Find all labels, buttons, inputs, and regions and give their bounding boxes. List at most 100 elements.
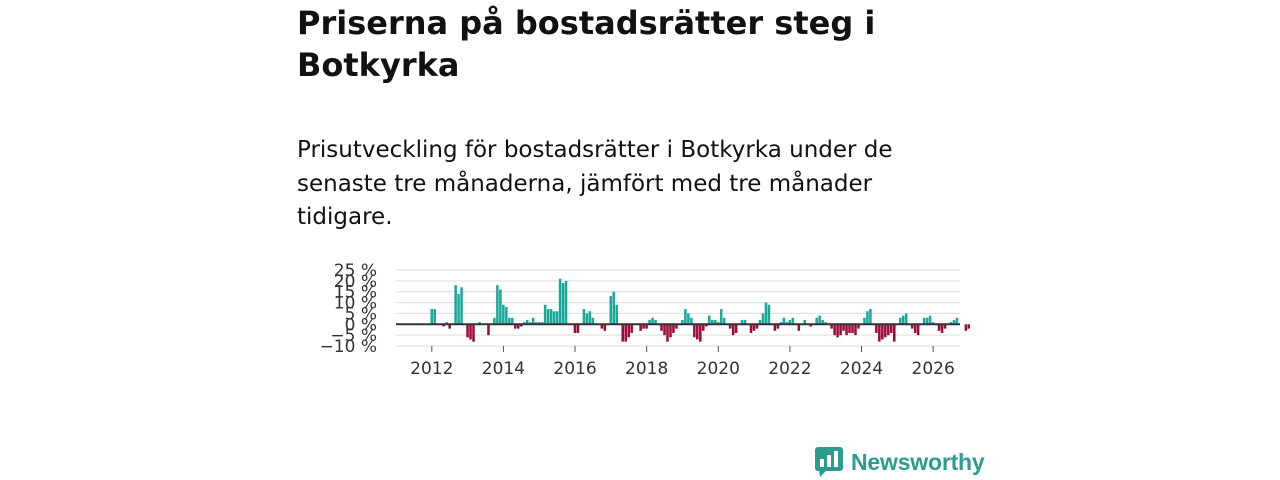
bar [457, 293, 460, 325]
bar [690, 317, 693, 325]
page-title: Priserna på bostadsrätter steg i Botkyrk… [297, 4, 876, 84]
bar [466, 324, 469, 338]
bar [591, 317, 595, 325]
bar [869, 309, 872, 325]
bar [749, 324, 753, 333]
bar [916, 324, 920, 336]
x-tick-label: 2026 [912, 359, 955, 379]
x-tick-label: 2022 [768, 359, 811, 379]
bar [821, 319, 824, 325]
bar [454, 285, 457, 325]
bar [645, 324, 648, 329]
bar [710, 319, 714, 325]
bar [582, 309, 586, 325]
bar [588, 311, 592, 325]
x-tick-label: 2024 [840, 359, 883, 379]
bar [836, 324, 839, 338]
bar-series [430, 278, 970, 342]
bar [890, 324, 893, 333]
bar [863, 317, 866, 325]
bar [621, 324, 624, 342]
bar [531, 317, 535, 325]
bar [887, 324, 890, 336]
bar [884, 324, 887, 338]
y-tick-label: 10 % [334, 294, 377, 314]
bar [952, 319, 956, 325]
bar [922, 317, 926, 325]
bar [684, 309, 687, 325]
bar [931, 322, 935, 325]
bar [651, 317, 654, 325]
bar [875, 324, 878, 333]
gridlines [396, 269, 960, 347]
bar [669, 324, 672, 338]
bar [728, 324, 732, 329]
bar [713, 319, 717, 325]
bar [543, 304, 547, 325]
bar [815, 317, 818, 325]
bar [893, 324, 896, 342]
bar [445, 322, 448, 325]
bar [901, 315, 905, 325]
x-tick-label: 2018 [625, 359, 668, 379]
y-tick-label: 5 % [345, 304, 377, 324]
bar [666, 324, 669, 342]
x-axis-tick-labels: 2012 2014 2016 2018 2020 2022 2024 2026 [410, 346, 955, 379]
bar-chart: 25 %20 %15 %10 %5 %0 %−5 %−10 % 2012 2014… [320, 261, 970, 379]
bar [913, 324, 917, 333]
bar [561, 283, 565, 325]
bar [851, 324, 854, 333]
bar [699, 324, 702, 342]
bar [696, 324, 699, 340]
bar [937, 324, 941, 331]
bar [758, 319, 762, 325]
bar [785, 322, 789, 325]
bar [540, 322, 544, 325]
bar [585, 313, 589, 325]
bar [478, 322, 481, 325]
bar [955, 317, 959, 325]
bar [642, 324, 645, 329]
bar [898, 317, 902, 325]
bar [615, 304, 619, 325]
bar [904, 313, 908, 325]
bar [508, 317, 511, 325]
bar [522, 322, 526, 325]
bar [943, 324, 947, 329]
bar [779, 322, 783, 325]
bar [514, 324, 517, 329]
bar [499, 289, 502, 325]
bar [722, 317, 726, 325]
bar [731, 324, 735, 336]
bar [519, 324, 523, 327]
bar [433, 309, 436, 325]
bar [705, 324, 708, 327]
bar [487, 324, 490, 336]
bar [776, 324, 780, 329]
bar [881, 324, 884, 340]
bar [442, 324, 445, 327]
bar [767, 304, 771, 325]
bar [648, 319, 651, 325]
bar [603, 324, 607, 331]
bar [773, 324, 777, 331]
bar [511, 317, 514, 325]
bar [857, 324, 860, 329]
bar [681, 319, 684, 325]
bar [675, 324, 678, 329]
bar [764, 302, 768, 325]
bar [949, 322, 953, 325]
x-tick-label: 2014 [482, 359, 525, 379]
bar [702, 324, 705, 331]
bar [833, 324, 836, 336]
bar [878, 324, 881, 342]
x-tick-label: 2016 [553, 359, 596, 379]
y-axis-tick-labels: 25 %20 %15 %10 %5 %0 %−5 %−10 % [320, 261, 377, 357]
bar [460, 287, 463, 325]
bar [743, 319, 747, 325]
bar [576, 324, 580, 333]
bar [734, 324, 738, 333]
bar [630, 324, 633, 333]
y-tick-label: 0 % [345, 315, 377, 335]
bar [845, 324, 848, 336]
